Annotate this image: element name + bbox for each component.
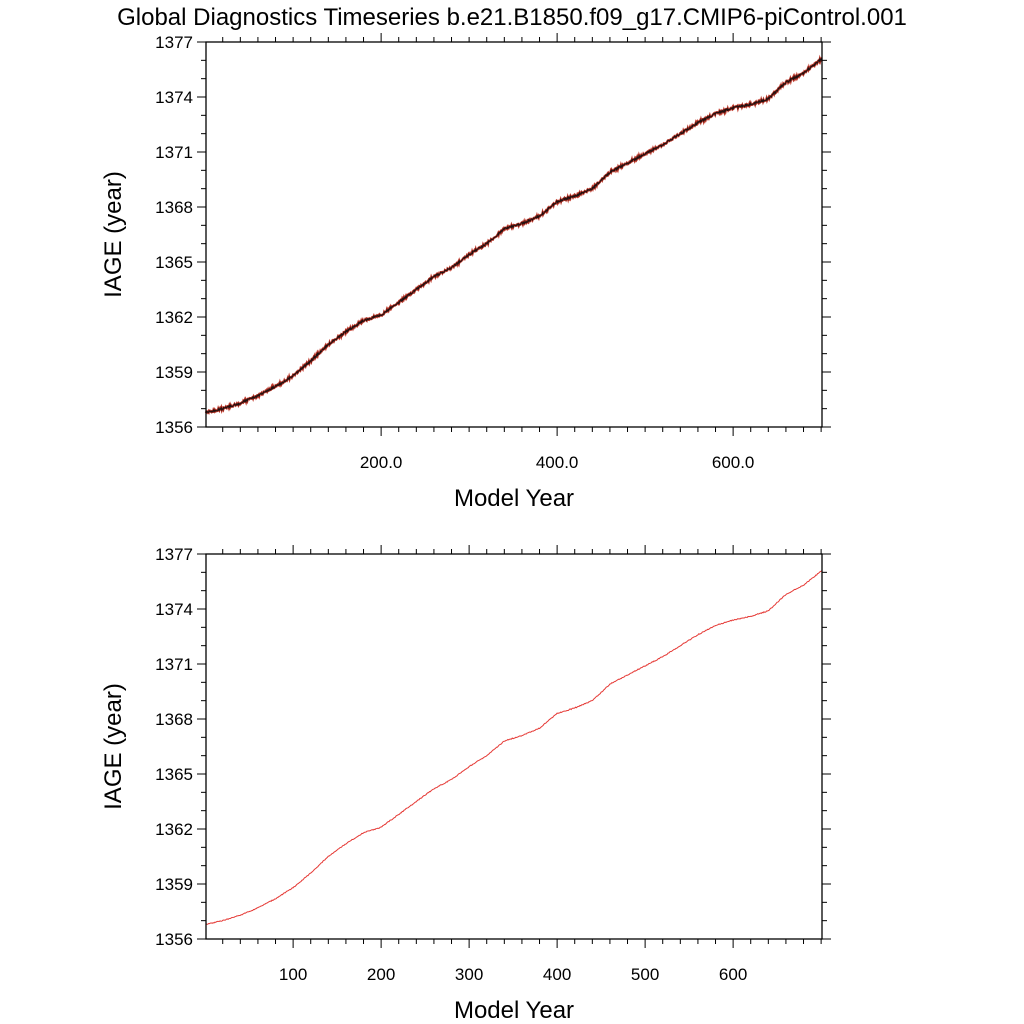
bottom-ytick-label-1362: 1362	[155, 820, 193, 839]
top-ytick-label-1377: 1377	[155, 33, 193, 52]
bottom-x-axis-label: Model Year	[454, 997, 574, 1024]
top-xtick-label-600: 600.0	[712, 453, 755, 472]
top-panel: 1356 1359 1362 1365 1368 1371 1374 1377 200.0 400…	[100, 33, 831, 512]
bottom-ytick-label-1377: 1377	[155, 545, 193, 564]
top-series-group	[204, 54, 823, 415]
top-ytick-label-1374: 1374	[155, 88, 193, 107]
top-ytick-label-1359: 1359	[155, 363, 193, 382]
bottom-ytick-label-1365: 1365	[155, 765, 193, 784]
bottom-xtick-label-400: 400	[543, 965, 571, 984]
top-xtick-label-200: 200.0	[360, 453, 403, 472]
top-ytick-label-1365: 1365	[155, 253, 193, 272]
bottom-ytick-label-1356: 1356	[155, 930, 193, 949]
top-plot-frame	[205, 41, 823, 428]
bottom-xtick-label-600: 600	[719, 965, 747, 984]
bottom-xtick-label-300: 300	[455, 965, 483, 984]
figure-title: Global Diagnostics Timeseries b.e21.B185…	[117, 4, 907, 31]
top-tick-labels: 1356 1359 1362 1365 1368 1371 1374 1377 200.0 400…	[155, 33, 754, 472]
bottom-ytick-label-1368: 1368	[155, 710, 193, 729]
bottom-ticks	[197, 545, 831, 948]
top-ytick-label-1371: 1371	[155, 143, 193, 162]
top-y-axis-label: IAGE (year)	[100, 171, 127, 298]
top-series-line-halo	[204, 54, 823, 415]
bottom-tick-labels: 1356 1359 1362 1365 1368 1371 1374 1377 100 200 30…	[155, 545, 747, 984]
bottom-series-group	[205, 570, 823, 925]
top-series-line	[205, 57, 823, 414]
bottom-series-line	[205, 570, 823, 925]
bottom-xtick-label-500: 500	[631, 965, 659, 984]
bottom-y-axis-label: IAGE (year)	[100, 683, 127, 810]
bottom-ytick-label-1374: 1374	[155, 600, 193, 619]
bottom-xtick-label-200: 200	[367, 965, 395, 984]
top-ticks	[197, 33, 831, 436]
top-xtick-label-400: 400.0	[536, 453, 579, 472]
bottom-plot-frame	[205, 553, 823, 940]
bottom-panel: 1356 1359 1362 1365 1368 1371 1374 1377 100 200 30…	[100, 545, 831, 1024]
bottom-ytick-label-1359: 1359	[155, 875, 193, 894]
bottom-ytick-label-1371: 1371	[155, 655, 193, 674]
top-x-axis-label: Model Year	[454, 485, 574, 512]
top-ytick-label-1356: 1356	[155, 418, 193, 437]
bottom-xtick-label-100: 100	[279, 965, 307, 984]
top-ytick-label-1362: 1362	[155, 308, 193, 327]
top-ytick-label-1368: 1368	[155, 198, 193, 217]
